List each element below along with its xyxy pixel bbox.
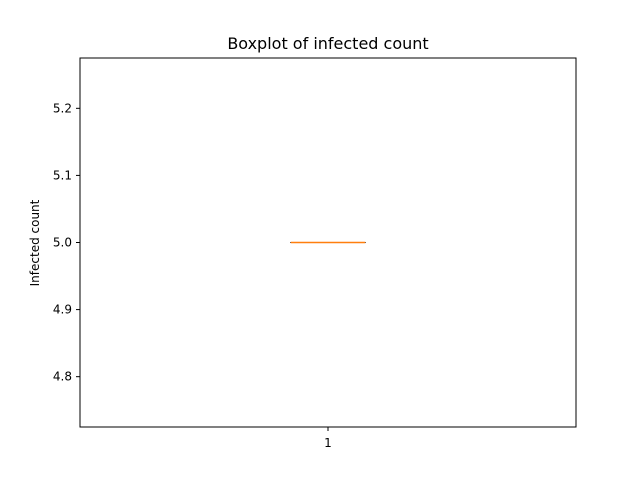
y-tick-label: 5.0 xyxy=(53,236,72,250)
y-tick-label: 5.2 xyxy=(53,101,72,115)
y-axis: 4.8 4.9 5.0 5.1 5.2 xyxy=(53,101,80,384)
x-axis: 1 xyxy=(324,427,332,450)
y-tick-label: 5.1 xyxy=(53,168,72,182)
axes-frame xyxy=(79,57,577,428)
y-axis-label: Infected count xyxy=(28,199,42,286)
chart-title: Boxplot of infected count xyxy=(227,34,428,53)
y-tick-label: 4.8 xyxy=(53,370,72,384)
x-tick-label: 1 xyxy=(324,436,332,450)
y-tick-label: 4.9 xyxy=(53,303,72,317)
